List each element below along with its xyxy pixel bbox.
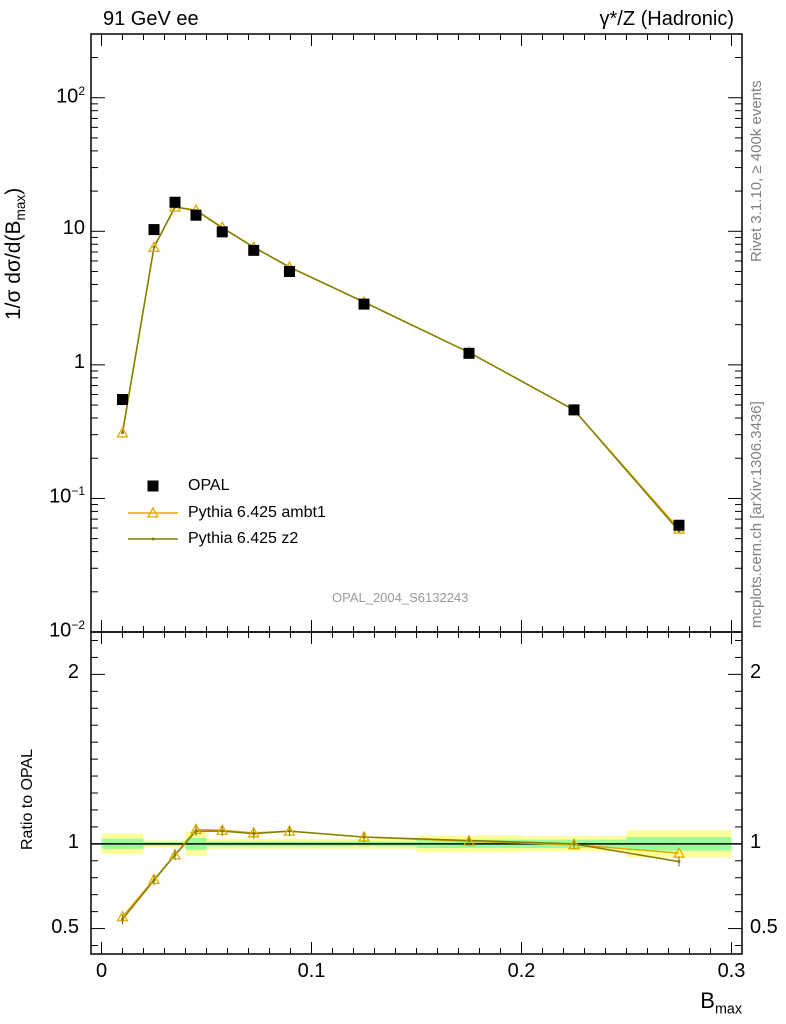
opal-point — [169, 196, 181, 208]
ambt1-point — [147, 240, 161, 252]
legend-z2-marker — [151, 537, 155, 541]
ratio-z2-point — [362, 835, 366, 839]
ratio-y-tick-label-left: 1 — [67, 830, 79, 853]
legend-opal-marker — [147, 480, 159, 492]
opal-point — [190, 209, 202, 221]
ratio-z2-point — [121, 917, 124, 921]
ratio-plot-frame — [90, 631, 743, 955]
ratio-z2-point — [572, 842, 576, 846]
axis-ticks — [91, 33, 742, 954]
opal-point — [463, 347, 475, 359]
plot-title-left: 91 GeV ee — [103, 8, 199, 30]
legend-label-z2: Pythia 6.425 z2 — [188, 530, 299, 547]
ratio-z2-point — [252, 832, 256, 836]
legend-label-ambt1: Pythia 6.425 ambt1 — [188, 504, 326, 521]
ratio-z2-point — [467, 838, 471, 842]
x-tick-label: 0 — [95, 960, 108, 982]
x-tick-label: 0.1 — [297, 960, 326, 982]
analysis-id-label: OPAL_2004_S6132243 — [332, 590, 469, 605]
opal-point — [283, 266, 295, 278]
opal-point — [568, 404, 580, 416]
rivet-version-label: Rivet 3.1.10, ≥ 400k events — [748, 80, 765, 262]
opal-point — [216, 226, 228, 238]
main-y-tick-label: 1 — [73, 350, 85, 373]
x-tick-label: 0.2 — [507, 960, 536, 982]
ratio-z2-point — [173, 853, 177, 857]
main-y-tick-label: 10−2 — [49, 618, 85, 642]
x-axis-label: Bmax — [700, 988, 742, 1018]
z2-point — [121, 431, 124, 435]
opal-point — [248, 244, 260, 256]
main-y-tick-label: 102 — [56, 83, 85, 108]
ratio-y-tick-label-right: 1 — [750, 830, 762, 853]
ratio-z2-point — [220, 829, 224, 833]
ratio-y-tick-label-right: 2 — [750, 661, 762, 684]
plot-title-right: γ*/Z (Hadronic) — [599, 8, 734, 30]
opal-point — [148, 224, 160, 236]
legend-label-opal: OPAL — [188, 477, 230, 494]
main-y-tick-label: 10−1 — [49, 484, 85, 509]
x-tick-label: 0.3 — [717, 960, 746, 982]
ambt1-point — [116, 426, 129, 438]
ratio-y-axis-label: Ratio to OPAL — [19, 748, 36, 850]
ratio-z2-point — [287, 829, 291, 833]
opal-point — [358, 298, 370, 310]
main-y-tick-label: 10 — [62, 217, 85, 240]
opal-point — [673, 519, 685, 531]
opal-point — [117, 394, 128, 406]
ratio-z2-point — [677, 860, 681, 864]
main-y-axis-label: 1/σ dσ/d(Bmax) — [2, 187, 29, 320]
z2-point — [152, 245, 156, 249]
series-layer — [116, 196, 686, 925]
ratio-z2-point — [152, 878, 156, 882]
legend — [128, 480, 178, 541]
ratio-y-tick-label-left: 2 — [67, 661, 79, 684]
ratio-y-tick-label-right: 0.5 — [750, 915, 778, 938]
mcplots-reference-label: mcplots.cern.ch [arXiv:1306.3436] — [748, 401, 765, 628]
ratio-y-tick-label-left: 0.5 — [51, 915, 79, 938]
ratio-z2-point — [194, 829, 198, 833]
